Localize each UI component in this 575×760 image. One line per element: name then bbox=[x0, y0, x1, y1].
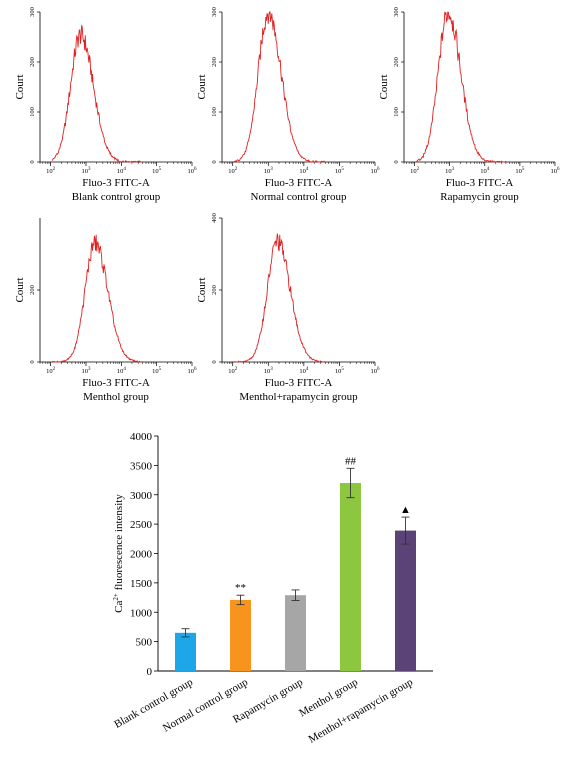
x-tick-label: 103 bbox=[264, 367, 274, 375]
histogram-panel: 0 200 400 102 103 104 105 106 Court Fluo-3 FITC-A… bbox=[196, 213, 380, 403]
x-tick-label: 105 bbox=[152, 167, 162, 175]
x-tick-label: 102 bbox=[410, 167, 420, 175]
x-axis-label: Fluo-3 FITC-A bbox=[82, 377, 150, 389]
y-tick-label: 200 bbox=[393, 57, 400, 67]
y-tick-label: 3000 bbox=[130, 490, 153, 502]
y-tick-label: 200 bbox=[29, 285, 36, 295]
x-tick-label: 103 bbox=[81, 367, 91, 375]
y-tick-label: 0 bbox=[29, 160, 36, 163]
x-tick-label: 104 bbox=[299, 367, 309, 375]
panel-title: Menthol+rapamycin group bbox=[239, 391, 358, 403]
histogram-panel: 0 100 200 300 102 103 104 105 106 Court Fluo-3 FIT… bbox=[196, 7, 380, 203]
y-tick-label: 4000 bbox=[130, 431, 153, 443]
x-tick-label: 102 bbox=[228, 167, 238, 175]
x-tick-label: 105 bbox=[152, 367, 162, 375]
histogram-curve bbox=[415, 11, 507, 163]
x-tick-label: 104 bbox=[299, 167, 309, 175]
bar bbox=[285, 595, 306, 671]
histogram-curve bbox=[233, 233, 326, 363]
x-tick-label: 105 bbox=[335, 167, 345, 175]
histogram-curve bbox=[51, 234, 143, 363]
y-tick-label: 200 bbox=[29, 57, 36, 67]
x-axis-label: Fluo-3 FITC-A bbox=[82, 177, 150, 189]
y-axis-label: Court bbox=[196, 74, 208, 99]
x-tick-label: 103 bbox=[81, 167, 91, 175]
x-tick-label: Menthol+rapamycin group bbox=[307, 676, 416, 746]
y-axis-label: Court bbox=[14, 277, 26, 302]
y-tick-label: 300 bbox=[29, 7, 36, 17]
bar bbox=[230, 599, 251, 671]
x-tick-label: 104 bbox=[117, 167, 127, 175]
bar bbox=[395, 530, 416, 671]
histogram-panel: 0 100 200 300 102 103 104 105 106 Court Fluo-3 FIT… bbox=[378, 7, 560, 203]
x-axis-label: Fluo-3 FITC-A bbox=[446, 177, 514, 189]
x-tick-label: 106 bbox=[551, 167, 561, 175]
x-tick-label: 105 bbox=[335, 367, 345, 375]
significance-mark: ** bbox=[235, 582, 246, 594]
bar-chart: 0 500 1000 1500 2000 2500 3000 3500 4000 Ca2+ flu… bbox=[112, 431, 433, 746]
x-tick-label: 106 bbox=[371, 367, 381, 375]
histogram-panel: 0 100 200 300 102 103 104 105 106 Court Fluo-3 FIT… bbox=[14, 7, 197, 203]
x-tick-label: 106 bbox=[371, 167, 381, 175]
y-tick-label: 0 bbox=[211, 160, 218, 163]
panel-title: Blank control group bbox=[72, 191, 161, 203]
x-tick-label: 102 bbox=[46, 367, 56, 375]
histogram-curve bbox=[51, 25, 143, 163]
significance-mark: ## bbox=[345, 455, 357, 467]
y-tick-label: 400 bbox=[211, 213, 218, 223]
y-axis-label: Court bbox=[196, 277, 208, 302]
x-tick-label: 104 bbox=[480, 167, 490, 175]
y-tick-label: 500 bbox=[136, 637, 153, 649]
y-tick-label: 0 bbox=[29, 360, 36, 363]
panel-title: Rapamycin group bbox=[440, 191, 519, 203]
x-tick-label: 103 bbox=[264, 167, 274, 175]
x-axis-label: Fluo-3 FITC-A bbox=[265, 177, 333, 189]
y-tick-label: 300 bbox=[211, 7, 218, 17]
x-tick-label: 102 bbox=[46, 167, 56, 175]
y-axis-label: Court bbox=[14, 74, 26, 99]
y-tick-label: 200 bbox=[211, 57, 218, 67]
x-tick-label: 106 bbox=[188, 367, 198, 375]
y-tick-label: 2500 bbox=[130, 519, 153, 531]
y-tick-label: 0 bbox=[393, 160, 400, 163]
y-tick-label: 1500 bbox=[130, 578, 153, 590]
x-tick-label: 104 bbox=[117, 367, 127, 375]
panel-title: Normal control group bbox=[251, 191, 347, 203]
x-tick-label: 105 bbox=[515, 167, 525, 175]
x-tick-label: 106 bbox=[188, 167, 198, 175]
bar bbox=[340, 483, 361, 671]
y-axis-label: Ca2+ fluorescence intensity bbox=[112, 494, 125, 613]
y-tick-label: 100 bbox=[29, 107, 36, 117]
y-tick-label: 100 bbox=[393, 107, 400, 117]
y-tick-label: 0 bbox=[211, 360, 218, 363]
x-axis-label: Fluo-3 FITC-A bbox=[265, 377, 333, 389]
y-tick-label: 200 bbox=[211, 285, 218, 295]
y-tick-label: 1000 bbox=[130, 607, 153, 619]
y-tick-label: 0 bbox=[147, 666, 153, 678]
panel-title: Menthol group bbox=[83, 391, 149, 403]
bar bbox=[175, 632, 196, 671]
histogram-panel: 0 200 102 103 104 105 106 Court Fluo-3 FITC-A Men… bbox=[14, 218, 197, 403]
histogram-curve bbox=[233, 11, 326, 163]
x-tick-label: 102 bbox=[228, 367, 238, 375]
y-tick-label: 2000 bbox=[130, 549, 153, 561]
y-tick-label: 3500 bbox=[130, 460, 153, 472]
y-tick-label: 300 bbox=[393, 7, 400, 17]
y-tick-label: 100 bbox=[211, 107, 218, 117]
y-axis-label: Court bbox=[378, 74, 390, 99]
x-tick-label: 103 bbox=[445, 167, 455, 175]
significance-mark: ▲ bbox=[400, 504, 411, 516]
